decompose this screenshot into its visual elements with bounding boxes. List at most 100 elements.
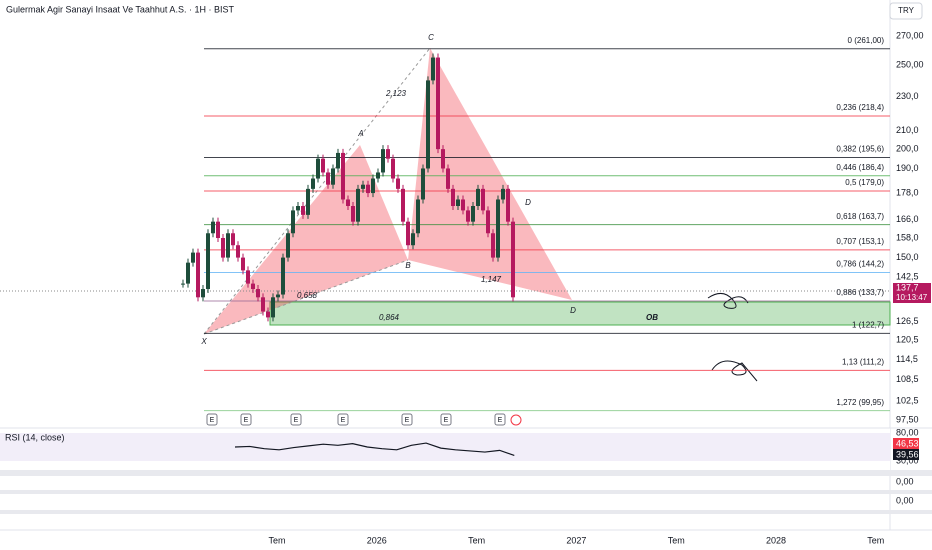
price-tick-label: 178,0 <box>896 187 919 197</box>
fib-label: 0,446 (186,4) <box>836 163 884 172</box>
candle <box>321 158 325 173</box>
candle <box>376 172 380 179</box>
fib-label: 0,707 (153,1) <box>836 237 884 246</box>
price-tick-label: 158,0 <box>896 232 919 242</box>
price-tick-label: 200,0 <box>896 144 919 154</box>
event-label: E <box>444 417 449 424</box>
candle <box>266 311 270 318</box>
candle <box>421 168 425 200</box>
candle <box>471 205 475 222</box>
candle <box>441 149 445 169</box>
pane-axis: 0,00 <box>896 495 914 505</box>
event-marker <box>401 413 413 426</box>
currency[interactable]: TRY <box>898 6 915 15</box>
time-label: Tem <box>668 535 685 545</box>
event-marker <box>494 413 506 426</box>
candle <box>326 172 330 185</box>
candle <box>401 188 405 222</box>
candle <box>236 245 240 258</box>
candle <box>226 233 230 258</box>
event-label: E <box>341 417 346 424</box>
rsi-title: RSI (14, close) <box>5 432 65 442</box>
candle <box>301 205 305 215</box>
candle <box>231 233 235 246</box>
candle <box>461 199 465 211</box>
candle <box>196 252 200 298</box>
rsi-tag-label: 39,56 <box>896 449 919 459</box>
symbol-title: Gulermak Agir Sanayi Insaat Ve Taahhut A… <box>6 4 234 14</box>
candle <box>396 178 400 189</box>
candle <box>381 149 385 173</box>
fib-label: 0,886 (133,7) <box>836 288 884 297</box>
price-tick-label: 190,0 <box>896 163 919 173</box>
pattern-ratio: 2,123 <box>385 89 407 98</box>
ob-zone <box>269 301 891 326</box>
candle <box>316 158 320 179</box>
candle <box>306 188 310 215</box>
time-label: Tem <box>468 535 485 545</box>
candle <box>261 297 265 312</box>
price-tag-countdown: 10:13:47 <box>896 293 928 302</box>
fib-label: 0,618 (163,7) <box>836 212 884 221</box>
rsi-axis: 30,00 <box>896 455 919 465</box>
candle <box>466 210 470 222</box>
candle <box>446 168 450 189</box>
event-marker <box>240 413 252 426</box>
event-label: E <box>294 417 299 424</box>
event-label: E <box>405 417 410 424</box>
candle <box>361 184 365 189</box>
candle <box>511 221 515 298</box>
event-marker <box>440 413 452 426</box>
candle <box>406 221 410 246</box>
pattern-triangle <box>408 48 572 300</box>
price-tick-label: 270,00 <box>896 30 924 40</box>
candle <box>241 257 245 271</box>
event-marker <box>206 413 218 426</box>
candle <box>481 188 485 211</box>
doodle <box>707 293 749 309</box>
candle <box>296 205 300 211</box>
time-label: Tem <box>268 535 285 545</box>
pattern-ratio: 1,147 <box>481 275 502 284</box>
candle <box>271 297 275 318</box>
zone-label: OB <box>646 313 658 322</box>
candle <box>411 233 415 246</box>
currency-button[interactable] <box>889 2 923 20</box>
time-label: 2026 <box>367 535 387 545</box>
candle <box>211 221 215 234</box>
candle <box>291 210 295 234</box>
pattern-point: D <box>525 198 531 207</box>
pattern-ratio: 0,864 <box>379 313 400 322</box>
rsi-tag <box>893 438 919 449</box>
candle <box>221 238 225 258</box>
candle <box>346 199 350 206</box>
fib-label: 1,272 (99,95) <box>836 398 884 407</box>
candle <box>371 178 375 194</box>
price-tick-label: 97,50 <box>896 414 919 424</box>
pattern-point: A <box>357 129 363 138</box>
candle <box>476 188 480 206</box>
event-marker <box>337 413 349 426</box>
candle <box>201 289 205 298</box>
candle <box>391 158 395 179</box>
price-tick-label: 166,0 <box>896 214 919 224</box>
candle <box>281 257 285 295</box>
pattern-point: B <box>405 261 411 270</box>
fib-label: 0,786 (144,2) <box>836 260 884 269</box>
price-tick-label: 150,0 <box>896 252 919 262</box>
candle <box>416 199 420 234</box>
rsi-tag <box>893 449 919 460</box>
price-tick-label: 210,0 <box>896 125 919 135</box>
fib-label: 0,5 (179,0) <box>845 178 884 187</box>
price-tag-price: 137,7 <box>896 282 919 292</box>
candle <box>486 210 490 234</box>
pane-sep <box>0 510 932 514</box>
candle <box>331 168 335 185</box>
price-tag <box>893 283 931 303</box>
price-tick-label: 102,5 <box>896 396 919 406</box>
candle <box>356 188 360 222</box>
fib-label: 0,382 (195,6) <box>836 145 884 154</box>
candle <box>191 252 195 263</box>
candle <box>436 57 440 150</box>
